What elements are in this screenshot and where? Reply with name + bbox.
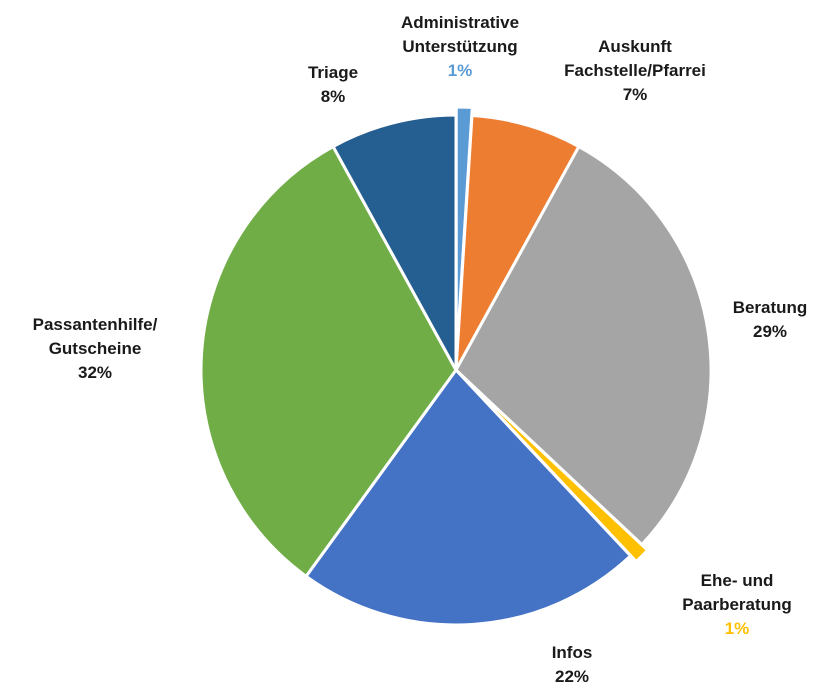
pie-labels: Administrative Unterstützung 1% Auskunft Fac… bbox=[33, 13, 808, 686]
data-label-infos: Infos 22% bbox=[552, 643, 593, 686]
pie-slice-triage bbox=[331, 113, 458, 372]
data-label-percent: 8% bbox=[321, 87, 346, 106]
data-label-passantenhilfe: Passantenhilfe/Gutscheine 32% bbox=[33, 315, 158, 382]
data-label-percent: 32% bbox=[78, 363, 112, 382]
data-label-ehe: Ehe- und Paarberatung 1% bbox=[682, 571, 792, 638]
data-label-percent: 7% bbox=[623, 85, 648, 104]
pie-slices bbox=[199, 105, 713, 627]
data-label-category: Ehe- und bbox=[701, 571, 774, 590]
data-label-category: Passantenhilfe/ bbox=[33, 315, 158, 334]
pie-slice-beratung bbox=[454, 145, 713, 547]
pie-slice-passantenhilfe bbox=[199, 145, 458, 578]
data-label-category: Gutscheine bbox=[49, 339, 142, 358]
data-label-category: Auskunft bbox=[598, 37, 672, 56]
pie-slice-infos bbox=[304, 368, 633, 627]
data-label-category: Paarberatung bbox=[682, 595, 792, 614]
data-label-percent: 1% bbox=[448, 61, 473, 80]
pie-slice-ehe bbox=[460, 374, 650, 564]
data-label-category: Triage bbox=[308, 63, 358, 82]
data-label-category: Administrative bbox=[401, 13, 519, 32]
data-label-percent: 29% bbox=[753, 322, 787, 341]
data-label-triage: Triage 8% bbox=[308, 63, 358, 106]
data-label-category: Beratung bbox=[733, 298, 808, 317]
pie-slice-auskunft bbox=[454, 114, 581, 372]
data-label-percent: 22% bbox=[555, 667, 589, 686]
data-label-administrative: Administrative Unterstützung 1% bbox=[401, 13, 519, 80]
data-label-beratung: Beratung 29% bbox=[733, 298, 808, 341]
data-label-category: Infos bbox=[552, 643, 593, 662]
data-label-auskunft: Auskunft Fachstelle/Pfarrei 7% bbox=[564, 37, 706, 104]
data-label-percent: 1% bbox=[725, 619, 750, 638]
data-label-category: Unterstützung bbox=[402, 37, 517, 56]
data-label-category: Fachstelle/Pfarrei bbox=[564, 61, 706, 80]
